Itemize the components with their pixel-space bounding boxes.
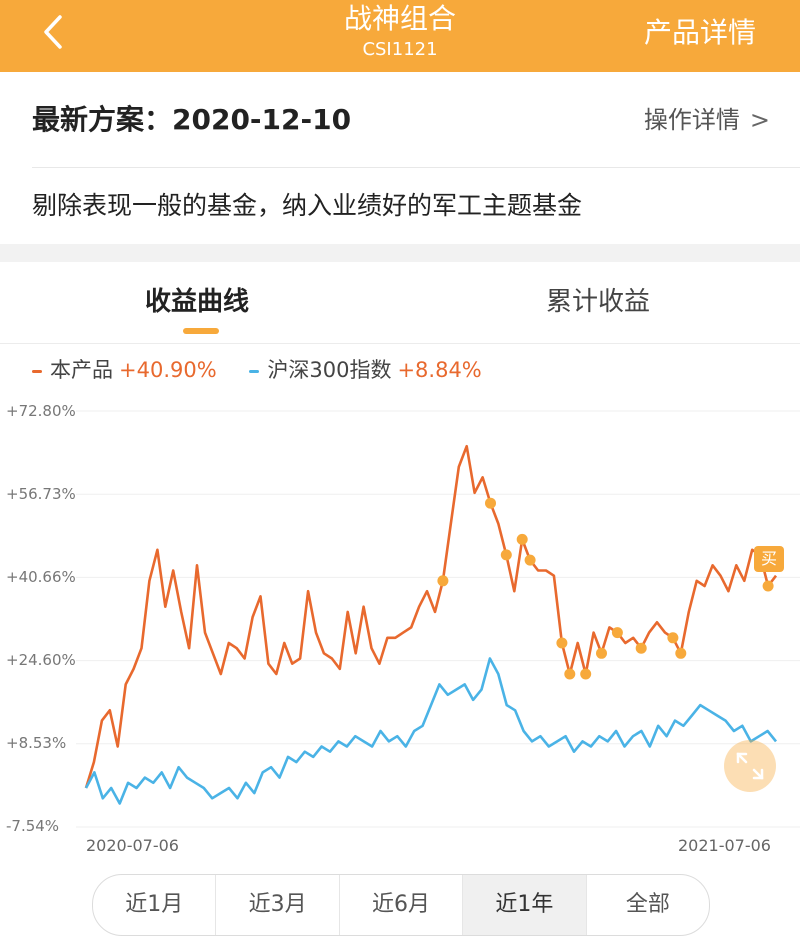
expand-button[interactable] [724, 740, 776, 792]
back-button[interactable] [40, 14, 70, 50]
trade-point [500, 549, 512, 561]
range-1-year[interactable]: 近1年 [463, 875, 587, 935]
range-3-months[interactable]: 近3月 [216, 875, 340, 935]
chevron-left-icon [44, 15, 62, 49]
trade-point [635, 642, 647, 654]
operation-detail-link[interactable]: 操作详情 > [644, 102, 770, 138]
time-range-selector: 近1月 近3月 近6月 近1年 全部 [92, 874, 710, 936]
trade-point [485, 497, 496, 509]
legend-value: +40.90% [119, 358, 217, 382]
legend-swatch-index [249, 369, 260, 373]
page-subtitle: CSI1121 [362, 39, 438, 60]
trade-point [437, 575, 449, 587]
series-line-index [84, 657, 778, 805]
yield-chart [76, 410, 800, 828]
series-line-product [84, 444, 778, 789]
trade-point [580, 668, 592, 680]
buy-marker: 买 [754, 546, 784, 572]
chart-tabs: 收益曲线 累计收益 [0, 262, 800, 346]
legend-item-product: 本产品 +40.90% [32, 355, 217, 385]
x-tick-label: 2020-07-06 [86, 836, 179, 855]
divider [0, 343, 800, 344]
latest-plan-label: 最新方案：2020-12-10 [32, 103, 352, 136]
trade-point [762, 580, 774, 592]
trade-point [524, 554, 536, 566]
legend-swatch-product [32, 369, 42, 373]
plan-section: 最新方案：2020-12-10 操作详情 > [0, 72, 800, 168]
range-all[interactable]: 全部 [625, 892, 670, 917]
operation-detail-label: 操作详情 [643, 106, 740, 134]
y-tick-label: +8.53% [6, 734, 67, 752]
trade-point [611, 627, 623, 639]
trade-point [675, 647, 687, 659]
y-tick-label: +56.73% [6, 485, 76, 503]
trade-point [556, 637, 568, 649]
trade-point [564, 668, 576, 680]
expand-icon [736, 752, 764, 780]
chart-legend: 本产品 +40.90% 沪深300指数 +8.84% [32, 355, 508, 385]
trade-point [596, 647, 607, 659]
divider [32, 167, 800, 168]
y-tick-label: -7.54% [6, 817, 60, 835]
trade-point [516, 533, 528, 545]
top-bar: 战神组合 CSI1121 产品详情 [0, 0, 800, 72]
legend-label: 沪深300指数 [267, 358, 392, 382]
section-separator [0, 244, 800, 262]
tab-yield-curve[interactable]: 收益曲线 [145, 287, 250, 317]
active-tab-indicator [183, 328, 219, 334]
range-6-months[interactable]: 近6月 [340, 875, 464, 935]
chevron-right-icon: > [749, 106, 770, 134]
range-1-month[interactable]: 近1月 [93, 875, 217, 935]
tab-cumulative-return[interactable]: 累计收益 [546, 287, 651, 317]
legend-item-index: 沪深300指数 +8.84% [249, 355, 482, 385]
legend-label: 本产品 [50, 358, 113, 382]
y-tick-label: +40.66% [6, 568, 76, 586]
y-tick-label: +24.60% [6, 651, 76, 669]
legend-value: +8.84% [397, 358, 482, 382]
y-tick-label: +72.80% [6, 402, 76, 420]
product-detail-link[interactable]: 产品详情 [643, 16, 756, 49]
plan-description: 剔除表现一般的基金，纳入业绩好的军工主题基金 [32, 191, 583, 220]
x-tick-label: 2021-07-06 [678, 836, 771, 855]
trade-point [667, 632, 679, 644]
page-title: 战神组合 [343, 2, 456, 35]
